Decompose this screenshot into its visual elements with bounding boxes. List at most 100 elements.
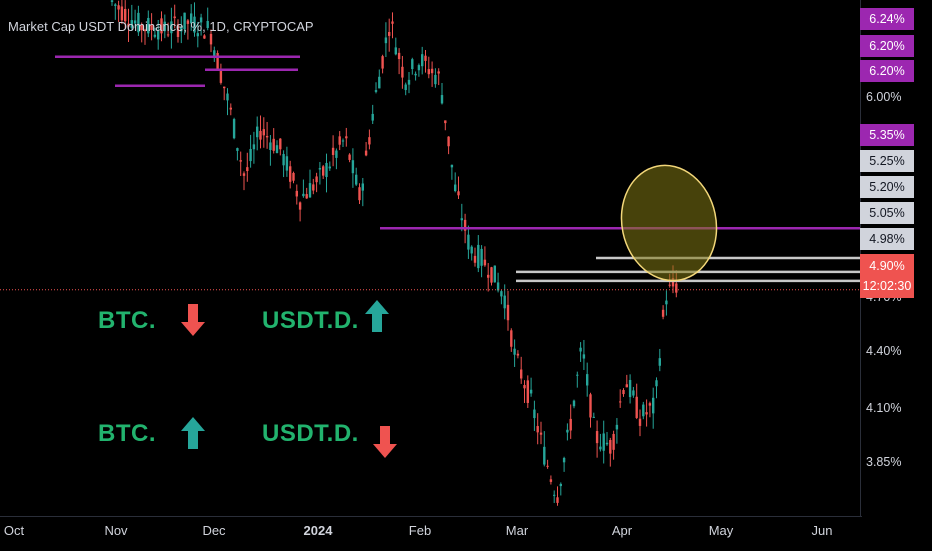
candle-body: [351, 160, 355, 174]
candle-body: [586, 374, 589, 386]
candle-body: [483, 259, 487, 266]
candle-body: [533, 409, 536, 419]
candle-body: [371, 113, 374, 121]
candle-body: [110, 0, 114, 2]
candle-body: [434, 74, 437, 85]
candle-body: [599, 446, 602, 450]
candle-body: [206, 20, 209, 28]
candle-body: [322, 166, 325, 176]
candle-body: [282, 154, 285, 166]
candle-body: [388, 32, 391, 36]
candle-body: [378, 76, 381, 89]
candle-body: [628, 379, 632, 398]
candle-body: [246, 167, 249, 172]
price-tag-grey: 5.25%: [860, 150, 914, 172]
time-tick-label: Mar: [505, 523, 529, 538]
annotation-usdt: USDT.D.: [262, 420, 359, 447]
candle-body: [490, 267, 493, 283]
candle-body: [417, 65, 421, 71]
candle-body: [361, 183, 364, 191]
arrow-up-icon: [365, 300, 389, 332]
candle-body: [605, 442, 609, 445]
candle-body: [635, 396, 638, 418]
candle-body: [137, 12, 140, 33]
candle-body: [658, 358, 661, 366]
candle-body: [668, 284, 671, 286]
candle-body: [421, 54, 424, 67]
candle-body: [467, 234, 470, 250]
candle-body: [275, 145, 279, 154]
candle-body: [430, 68, 434, 74]
candle-body: [595, 431, 599, 444]
candle-body: [671, 278, 675, 287]
candle-body: [612, 433, 615, 450]
time-axis[interactable]: [0, 516, 862, 551]
candle-body: [384, 37, 388, 44]
candle-body: [256, 126, 259, 138]
candle-body: [609, 440, 612, 454]
candle-body: [642, 404, 645, 417]
candle-body: [529, 389, 533, 394]
time-tick-label: Dec: [202, 523, 226, 538]
candle-body: [348, 154, 351, 160]
candle-body: [203, 35, 206, 39]
candle-body: [180, 27, 183, 32]
candle-body: [602, 433, 605, 451]
candle-body: [480, 248, 483, 266]
candle-body: [539, 432, 543, 435]
candle-body: [523, 385, 526, 389]
candle-body: [335, 150, 338, 158]
candle-body: [553, 494, 556, 496]
candle-body: [477, 244, 480, 269]
candle-body: [285, 156, 289, 171]
candle-body: [579, 347, 582, 352]
candle-body: [391, 21, 394, 24]
annotation-btc: BTC.: [98, 420, 156, 447]
candle-body: [440, 95, 444, 104]
candle-body: [615, 424, 619, 430]
candle-body: [173, 16, 176, 19]
candle-body: [569, 418, 572, 431]
candle-body: [582, 354, 586, 359]
candle-body: [229, 107, 232, 110]
candle-body: [272, 138, 275, 151]
candle-body: [576, 374, 579, 376]
candle-body: [562, 457, 566, 463]
candle-body: [216, 53, 219, 69]
candle-body: [338, 136, 341, 145]
time-tick-label: Jun: [811, 523, 833, 538]
candle-body: [331, 147, 335, 155]
candle-body: [536, 426, 539, 433]
candle-body: [341, 140, 345, 142]
candle-body: [397, 52, 401, 60]
candle-body: [252, 144, 256, 150]
candle-body: [153, 34, 157, 37]
candle-body: [213, 50, 216, 58]
candle-body: [242, 173, 246, 176]
candle-body: [186, 20, 190, 24]
candle-body: [269, 142, 272, 150]
highlight-ellipse: [620, 164, 718, 282]
candle-body: [470, 246, 473, 254]
candle-body: [239, 160, 242, 162]
candle-body: [447, 136, 450, 147]
candle-body: [516, 353, 520, 356]
candle-body: [526, 380, 529, 403]
candle-body: [566, 429, 569, 433]
candle-body: [223, 86, 226, 89]
candle-body: [193, 16, 196, 33]
candle-body: [675, 283, 678, 293]
candle-body: [454, 184, 457, 192]
candle-body: [404, 84, 407, 91]
price-tag-purple: 6.20%: [860, 35, 914, 57]
annotation-btc: BTC.: [98, 307, 156, 334]
candle-body: [622, 390, 625, 395]
current-price-tag: 4.90% 12:02:30: [860, 254, 914, 298]
time-tick-label: Feb: [408, 523, 432, 538]
countdown-timer: 12:02:30: [862, 279, 912, 293]
candle-body: [619, 401, 622, 403]
candle-body: [265, 135, 269, 138]
candle-body: [355, 174, 358, 185]
candle-body: [500, 291, 503, 297]
